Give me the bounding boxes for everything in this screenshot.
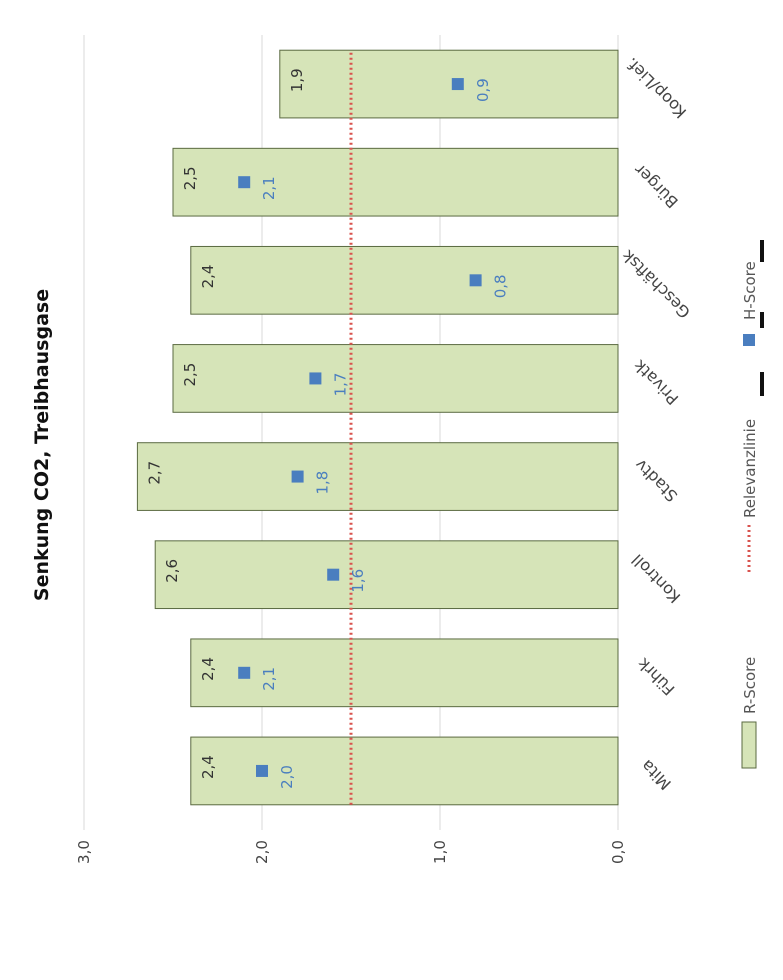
edge-mark-top xyxy=(760,240,764,262)
edge-mark-middle xyxy=(760,312,764,328)
legend-swatch-r-score xyxy=(741,721,757,769)
r-score-label: 2,4 xyxy=(199,265,217,289)
h-score-marker xyxy=(238,176,251,189)
h-score-marker xyxy=(238,666,251,679)
r-score-bar xyxy=(279,49,619,119)
legend: R-Score Relevanzlinie H-Score xyxy=(741,261,759,769)
legend-swatch-h-score xyxy=(743,334,755,346)
r-score-bar xyxy=(190,245,619,315)
category-label: Kontroll xyxy=(628,550,684,606)
r-score-bar xyxy=(190,638,619,708)
r-score-bar xyxy=(136,442,619,511)
r-score-label: 2,4 xyxy=(199,755,217,779)
h-score-marker xyxy=(327,568,340,581)
h-score-marker xyxy=(309,372,322,385)
y-tick-label: 2,0 xyxy=(253,840,271,864)
r-score-bar xyxy=(154,540,619,610)
y-tick-label: 3,0 xyxy=(75,840,93,864)
h-score-marker xyxy=(451,78,464,91)
h-score-label: 0,9 xyxy=(474,78,492,102)
r-score-label: 1,9 xyxy=(288,68,306,92)
r-score-label: 2,6 xyxy=(163,559,181,583)
h-score-label: 0,8 xyxy=(492,274,510,298)
r-score-label: 2,4 xyxy=(199,657,217,681)
h-score-label: 1,6 xyxy=(349,569,367,593)
legend-label: Relevanzlinie xyxy=(741,419,759,518)
h-score-marker xyxy=(469,274,482,287)
category-label: Geschäftsk xyxy=(618,246,695,323)
h-score-label: 1,7 xyxy=(331,373,349,397)
category-label: Bürger xyxy=(630,160,682,212)
category-labels-layer: Mita Führk Kontroll Stadtv Privatk Geschäftsk… xyxy=(618,54,695,794)
h-score-marker xyxy=(256,764,268,777)
y-tick-label: 1,0 xyxy=(431,840,449,864)
legend-label: R-Score xyxy=(741,657,759,714)
h-score-label: 1,8 xyxy=(314,471,332,495)
bars-layer xyxy=(136,49,619,806)
chart-title: Senkung CO2, Treibhausgase xyxy=(31,289,53,601)
r-score-label: 2,5 xyxy=(181,166,199,190)
r-score-label: 2,5 xyxy=(181,363,199,387)
h-score-label: 2,1 xyxy=(260,667,278,691)
r-score-bar xyxy=(190,736,619,806)
category-label: Stadtv xyxy=(631,455,681,505)
legend-label: H-Score xyxy=(741,261,759,320)
r-score-bar xyxy=(172,344,619,413)
markers-layer xyxy=(238,78,482,777)
edge-mark-bottom xyxy=(760,372,764,396)
h-score-label: 2,1 xyxy=(260,176,278,200)
h-score-label: 2,0 xyxy=(278,765,296,789)
h-score-marker xyxy=(291,470,304,483)
value-labels-layer: 2,4 2,0 2,4 2,1 2,6 1,6 2,7 1,8 2,5 1,7 2,4 0,8 2,5 2… xyxy=(145,68,509,789)
y-tick-label: 0,0 xyxy=(609,840,627,864)
category-label: Koop/Lief. xyxy=(622,54,690,122)
r-score-bar xyxy=(172,147,619,217)
category-label: Mita xyxy=(637,756,675,794)
category-label: Privatk xyxy=(629,356,682,409)
axis-ticks-layer: 0,0 1,0 2,0 3,0 xyxy=(75,840,627,864)
category-label: Führk xyxy=(633,654,678,699)
r-score-label: 2,7 xyxy=(145,461,163,485)
